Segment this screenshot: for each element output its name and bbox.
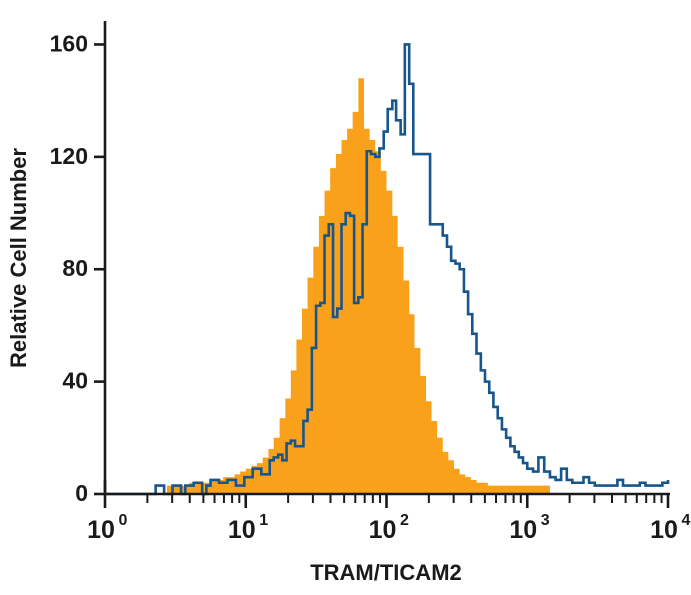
y-tick-label: 120 <box>50 143 88 169</box>
x-tick-label: 10 1 <box>228 512 268 544</box>
x-tick-exponent: 4 <box>682 512 691 529</box>
x-axis-tick-labels: 10 0 10 1 10 2 10 3 10 4 <box>87 512 690 544</box>
y-tick-label: 160 <box>50 30 88 56</box>
y-tick-label: 80 <box>62 255 88 281</box>
y-tick-label: 0 <box>75 480 88 506</box>
y-axis-ticks <box>94 43 105 496</box>
x-tick-mantissa: 10 <box>650 516 678 544</box>
series-filled-orange <box>105 78 668 494</box>
series-outline-blue <box>105 43 670 496</box>
x-tick-mantissa: 10 <box>228 516 256 544</box>
x-axis-title: TRAM/TICAM2 <box>310 560 462 585</box>
x-tick-exponent: 1 <box>259 512 268 529</box>
x-tick-label: 10 0 <box>87 512 127 544</box>
histogram-area-orange <box>105 78 668 494</box>
x-tick-exponent: 3 <box>541 512 550 529</box>
x-tick-mantissa: 10 <box>369 516 397 544</box>
x-tick-mantissa: 10 <box>87 516 115 544</box>
y-axis-tick-labels: 0 40 80 120 160 <box>50 30 88 506</box>
histogram-outline-blue <box>105 43 670 496</box>
x-tick-label: 10 3 <box>509 512 549 544</box>
x-tick-exponent: 0 <box>119 512 128 529</box>
x-tick-label: 10 4 <box>650 512 690 544</box>
x-tick-label: 10 2 <box>369 512 409 544</box>
x-tick-exponent: 2 <box>400 512 409 529</box>
y-tick-label: 40 <box>62 368 88 394</box>
x-tick-mantissa: 10 <box>509 516 537 544</box>
y-axis-title: Relative Cell Number <box>6 148 31 369</box>
